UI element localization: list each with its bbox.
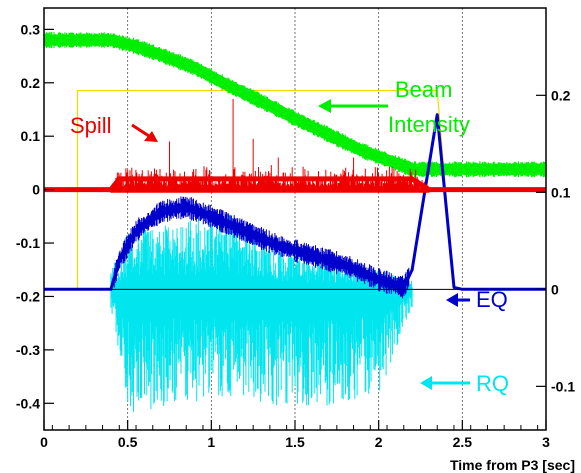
- annotation-beam-line1: Beam: [395, 77, 452, 102]
- x-tick-label: 2: [375, 434, 383, 450]
- x-tick-label: 0.5: [118, 434, 138, 450]
- ticks: 0 0.5 1 1.5 2 2.5 3 0.3 0.2 0.1 0 -0.1 -0.2 -0.3 -0.4 0…: [16, 21, 575, 450]
- annotation-eq-label: EQ: [476, 287, 508, 312]
- left-y-tick-label: 0.3: [21, 21, 41, 37]
- series-layer: [43, 32, 547, 412]
- left-y-tick-label: -0.3: [16, 342, 40, 358]
- left-y-tick-label: 0: [32, 182, 40, 198]
- x-tick-label: 0: [40, 434, 48, 450]
- x-axis-title: Time from P3 [sec]: [450, 457, 575, 473]
- x-tick-label: 1.5: [285, 434, 305, 450]
- right-y-tick-label: 0.1: [551, 184, 571, 200]
- annotation-spill: Spill: [70, 113, 158, 142]
- annotation-beam: Beam Intensity: [318, 77, 470, 137]
- series-spill-noise: [110, 165, 430, 193]
- left-y-tick-label: -0.2: [16, 288, 40, 304]
- x-tick-label: 3: [542, 434, 550, 450]
- annotation-rq: RQ: [420, 371, 509, 396]
- series-eq-noise: [113, 196, 410, 299]
- arrowhead-beam: [318, 99, 331, 113]
- right-y-tick-label: -0.1: [551, 378, 575, 394]
- annotation-eq: EQ: [446, 287, 508, 312]
- right-y-tick-label: 0.2: [551, 87, 571, 103]
- arrowhead-spill: [144, 131, 158, 142]
- annotation-spill-label: Spill: [70, 113, 112, 138]
- right-y-tick-label: 0: [551, 281, 559, 297]
- x-tick-label: 2.5: [453, 434, 473, 450]
- x-tick-label: 1: [207, 434, 215, 450]
- left-y-tick-label: -0.4: [16, 395, 40, 411]
- annotation-beam-line2: Intensity: [388, 112, 470, 137]
- arrowhead-rq: [420, 376, 432, 390]
- left-y-tick-label: 0.1: [21, 128, 41, 144]
- annotation-rq-label: RQ: [476, 371, 509, 396]
- left-y-tick-label: -0.1: [16, 235, 40, 251]
- left-y-tick-label: 0.2: [21, 75, 41, 91]
- arrowhead-eq: [446, 293, 458, 307]
